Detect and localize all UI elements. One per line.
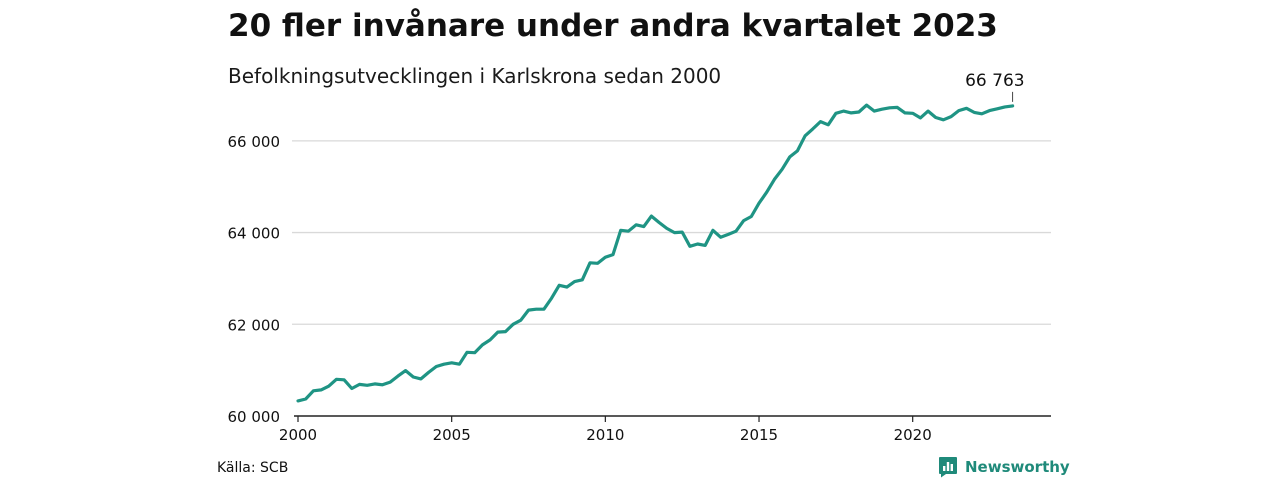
chart-title: 20 fler invånare under andra kvartalet 2… [228,8,998,44]
x-tick-label: 2010 [586,426,624,444]
x-tick-label: 2000 [279,426,317,444]
newsworthy-logo-icon [939,457,957,478]
y-tick-label: 66 000 [228,133,281,151]
chart-subtitle: Befolkningsutvecklingen i Karlskrona sed… [228,64,722,88]
x-tick-label: 2005 [433,426,471,444]
y-tick-label: 64 000 [228,225,281,243]
source-note: Källa: SCB [217,460,289,476]
x-tick-label: 2020 [894,426,932,444]
y-tick-label: 60 000 [228,408,281,426]
line-chart: 60 000 62 000 64 000 66 000 2000 2005 2010 2015… [228,71,1051,444]
x-tick-label: 2015 [740,426,778,444]
last-value-label: 66 763 [965,71,1024,91]
y-tick-label: 62 000 [228,316,281,334]
brand-name: Newsworthy [965,458,1070,476]
brand-logo: Newsworthy [938,456,1070,478]
population-series-line [296,103,1015,403]
